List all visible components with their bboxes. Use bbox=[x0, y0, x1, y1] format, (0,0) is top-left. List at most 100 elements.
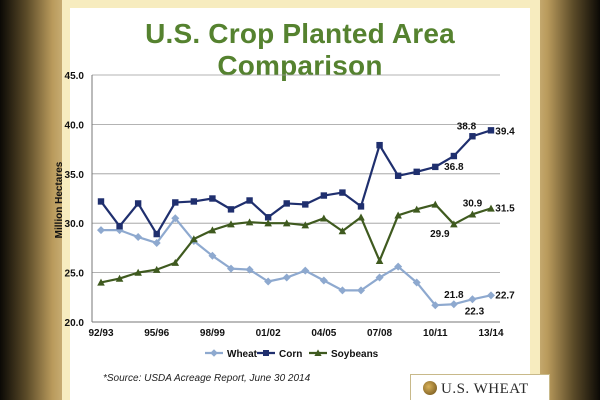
wheat-point bbox=[319, 276, 328, 285]
data-label: 31.5 bbox=[495, 203, 515, 214]
data-label: 30.9 bbox=[463, 198, 483, 209]
soybeans-point bbox=[190, 235, 198, 243]
legend-marker-soybeans bbox=[314, 349, 322, 356]
corn-point bbox=[450, 152, 458, 160]
soybeans-point bbox=[227, 220, 235, 228]
axes bbox=[91, 75, 500, 323]
corn-point bbox=[283, 200, 290, 207]
series-soybeans bbox=[97, 200, 495, 286]
corn-point bbox=[209, 195, 216, 202]
corn-point bbox=[394, 172, 402, 179]
y-tick-label: 45.0 bbox=[65, 71, 85, 82]
y-tick-labels: 20.0 25.0 30.0 35.0 40.0 45.0 bbox=[65, 71, 85, 329]
corn-point bbox=[153, 230, 160, 238]
y-axis-label: Million Hectares bbox=[54, 161, 65, 238]
legend: Wheat Corn Soybeans bbox=[205, 349, 379, 360]
legend-label-wheat: Wheat bbox=[227, 349, 258, 360]
corn-point bbox=[246, 197, 253, 204]
data-labels: 36.8 38.8 39.4 29.9 30.9 31.5 21.822.3 22.7 bbox=[430, 121, 515, 317]
soybeans-point bbox=[152, 265, 161, 273]
soybeans-point bbox=[412, 205, 421, 213]
wheat-point bbox=[97, 226, 105, 235]
x-tick-label: 92/93 bbox=[88, 328, 113, 339]
data-label: 22.7 bbox=[495, 290, 515, 301]
wheat-point bbox=[134, 233, 143, 242]
legend-marker-corn bbox=[263, 350, 269, 356]
data-label: 38.8 bbox=[457, 121, 477, 132]
soybeans-point bbox=[245, 218, 254, 226]
soybeans-point bbox=[320, 214, 328, 222]
legend-marker-wheat bbox=[210, 349, 218, 357]
corn-point bbox=[413, 168, 420, 176]
corn-point bbox=[432, 163, 439, 171]
series-corn bbox=[97, 127, 495, 238]
corn-line bbox=[100, 129, 492, 236]
data-label: 29.9 bbox=[430, 229, 450, 240]
soybeans-point bbox=[487, 204, 495, 212]
soybeans-point bbox=[282, 219, 291, 227]
soybeans-point bbox=[301, 221, 310, 229]
corn-point bbox=[469, 133, 476, 140]
corn-point bbox=[376, 141, 383, 149]
corn-point bbox=[487, 127, 495, 134]
x-tick-label: 13/14 bbox=[478, 328, 503, 339]
y-tick-label: 30.0 bbox=[65, 219, 85, 230]
x-tick-label: 95/96 bbox=[144, 328, 169, 339]
x-tick-label: 98/99 bbox=[200, 328, 225, 339]
x-tick-label: 04/05 bbox=[311, 328, 336, 339]
wheat-point bbox=[208, 251, 217, 260]
data-label: 21.8 bbox=[444, 290, 464, 301]
chart-title: U.S. Crop Planted Area Comparison bbox=[145, 18, 455, 81]
series-wheat bbox=[97, 214, 495, 310]
soybeans-point bbox=[431, 200, 440, 208]
corn-point bbox=[116, 222, 123, 230]
wheat-point bbox=[375, 273, 384, 282]
x-tick-label: 10/11 bbox=[423, 328, 448, 339]
soybeans-point bbox=[171, 258, 180, 266]
wheat-point bbox=[152, 238, 161, 247]
soybeans-point bbox=[134, 268, 142, 276]
wheat-point bbox=[394, 262, 403, 271]
legend-label-soybeans: Soybeans bbox=[331, 349, 379, 360]
x-tick-labels: 92/93 95/96 98/99 01/02 04/05 07/08 10/11 13/14 bbox=[88, 328, 503, 339]
corn-point bbox=[172, 199, 179, 206]
wheat-point bbox=[468, 295, 477, 304]
us-wheat-logo: U.S. WHEAT bbox=[410, 374, 550, 400]
wheat-point bbox=[449, 300, 458, 309]
y-tick-label: 40.0 bbox=[65, 120, 85, 131]
soybeans-point bbox=[394, 211, 402, 219]
corn-point bbox=[190, 198, 198, 205]
wheat-point bbox=[412, 278, 421, 287]
logo-text: U.S. WHEAT bbox=[441, 381, 529, 397]
corn-point bbox=[357, 203, 365, 210]
legend-entry-wheat: Wheat bbox=[205, 349, 258, 360]
data-label: 36.8 bbox=[444, 162, 464, 173]
y-tick-label: 20.0 bbox=[65, 318, 85, 329]
source-note: *Source: USDA Acreage Report, June 30 20… bbox=[103, 373, 311, 384]
soybeans-point bbox=[450, 220, 458, 228]
wheat-point bbox=[487, 291, 495, 300]
wheat-logo-icon bbox=[423, 381, 437, 395]
soybeans-point bbox=[357, 213, 365, 221]
wheat-point bbox=[171, 214, 180, 223]
wheat-point bbox=[245, 265, 254, 274]
soybeans-point bbox=[468, 210, 477, 218]
series-layer bbox=[97, 127, 495, 310]
grid bbox=[92, 74, 500, 323]
corn-point bbox=[339, 189, 346, 196]
soybeans-line bbox=[100, 203, 492, 284]
soybeans-point bbox=[338, 227, 347, 235]
legend-label-corn: Corn bbox=[279, 349, 302, 360]
wheat-point bbox=[301, 266, 310, 275]
corn-point bbox=[302, 201, 309, 208]
wheat-point bbox=[431, 301, 440, 310]
wheat-point bbox=[338, 286, 347, 295]
soybeans-point bbox=[208, 226, 217, 234]
data-label: 39.4 bbox=[495, 126, 515, 137]
soybeans-point bbox=[115, 274, 124, 282]
corn-point bbox=[320, 192, 328, 199]
corn-point bbox=[227, 206, 235, 213]
corn-point bbox=[264, 214, 272, 221]
x-tick-label: 01/02 bbox=[256, 328, 281, 339]
y-tick-label: 35.0 bbox=[65, 170, 85, 181]
